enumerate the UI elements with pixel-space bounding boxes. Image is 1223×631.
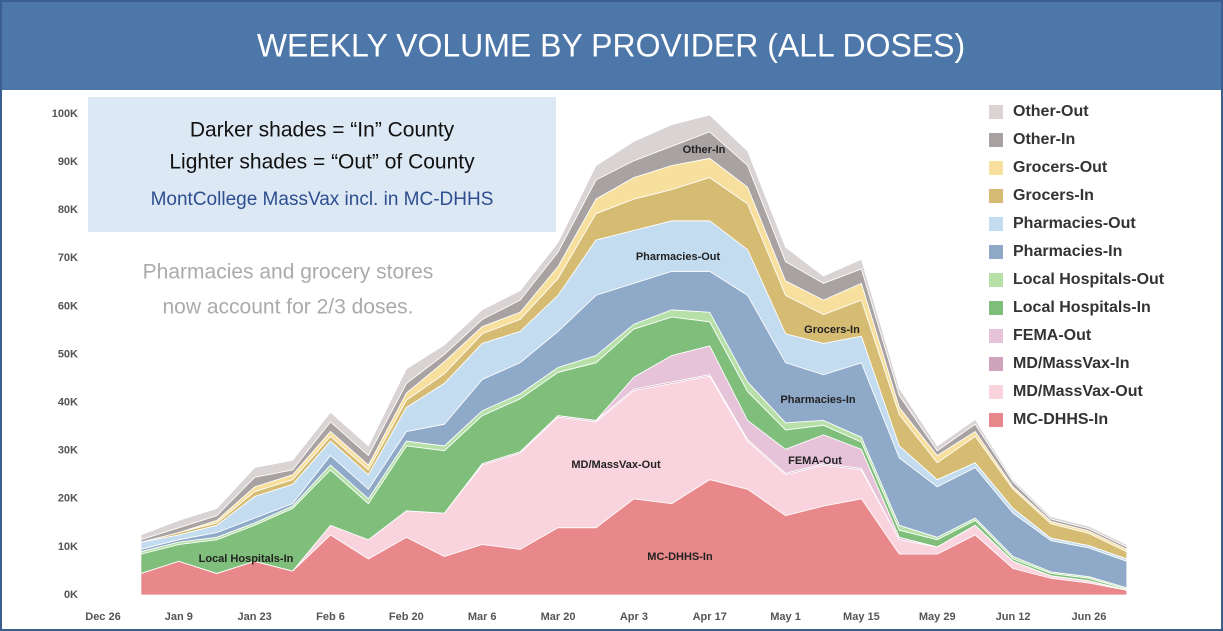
area-label: Pharmacies-In bbox=[780, 394, 855, 406]
legend-label: Grocers-In bbox=[1013, 187, 1094, 204]
legend-swatch bbox=[989, 161, 1003, 175]
x-tick-label: Feb 20 bbox=[389, 611, 424, 623]
y-tick-label: 0K bbox=[64, 589, 78, 601]
legend-swatch bbox=[989, 217, 1003, 231]
legend-label: Local Hospitals-In bbox=[1013, 299, 1151, 316]
legend-label: Other-In bbox=[1013, 131, 1075, 148]
x-tick-label: Apr 17 bbox=[693, 611, 727, 623]
y-tick-label: 10K bbox=[58, 541, 78, 553]
y-tick-label: 20K bbox=[58, 493, 78, 505]
header-band bbox=[2, 2, 1221, 90]
note-line: MontCollege MassVax incl. in MC-DHHS bbox=[151, 189, 494, 210]
x-tick-label: Apr 3 bbox=[620, 611, 648, 623]
y-tick-label: 90K bbox=[58, 156, 78, 168]
y-tick-label: 50K bbox=[58, 348, 78, 360]
area-label: MD/MassVax-Out bbox=[571, 459, 661, 471]
legend-label: MC-DHHS-In bbox=[1013, 411, 1108, 428]
y-tick-label: 40K bbox=[58, 397, 78, 409]
legend-swatch bbox=[989, 385, 1003, 399]
summary-note: Pharmacies and grocery stores bbox=[143, 261, 434, 284]
note-line: Darker shades = “In” County bbox=[190, 119, 455, 142]
legend-label: MD/MassVax-In bbox=[1013, 355, 1129, 372]
chart-title: WEEKLY VOLUME BY PROVIDER (ALL DOSES) bbox=[257, 27, 965, 63]
legend-swatch bbox=[989, 329, 1003, 343]
x-tick-label: May 1 bbox=[770, 611, 801, 623]
legend-label: MD/MassVax-Out bbox=[1013, 383, 1143, 400]
legend-label: FEMA-Out bbox=[1013, 327, 1092, 344]
x-tick-label: Mar 20 bbox=[541, 611, 576, 623]
note-line: Lighter shades = “Out” of County bbox=[169, 151, 475, 174]
x-tick-label: May 29 bbox=[919, 611, 956, 623]
x-tick-label: May 15 bbox=[843, 611, 880, 623]
y-tick-label: 30K bbox=[58, 445, 78, 457]
legend-label: Pharmacies-Out bbox=[1013, 215, 1136, 232]
area-label: Other-In bbox=[683, 144, 726, 156]
area-label: Pharmacies-Out bbox=[636, 251, 721, 263]
y-tick-label: 70K bbox=[58, 252, 78, 264]
y-tick-label: 100K bbox=[52, 108, 78, 120]
legend-swatch bbox=[989, 357, 1003, 371]
legend-label: Pharmacies-In bbox=[1013, 243, 1122, 260]
area-label: FEMA-Out bbox=[788, 455, 842, 467]
areas bbox=[140, 114, 1128, 596]
x-tick-label: Jun 26 bbox=[1071, 611, 1106, 623]
legend-swatch bbox=[989, 245, 1003, 259]
legend-swatch bbox=[989, 105, 1003, 119]
legend-swatch bbox=[989, 189, 1003, 203]
area-label: Local Hospitals-In bbox=[199, 553, 294, 565]
legend-swatch bbox=[989, 413, 1003, 427]
legend-swatch bbox=[989, 301, 1003, 315]
x-tick-label: Feb 6 bbox=[316, 611, 345, 623]
x-tick-label: Jan 9 bbox=[165, 611, 193, 623]
summary-note: now account for 2/3 doses. bbox=[163, 296, 414, 319]
legend-swatch bbox=[989, 133, 1003, 147]
x-tick-label: Jan 23 bbox=[238, 611, 272, 623]
area bbox=[140, 114, 1128, 548]
y-tick-label: 60K bbox=[58, 300, 78, 312]
note-box bbox=[88, 97, 556, 232]
y-tick-label: 80K bbox=[58, 204, 78, 216]
x-tick-label: Dec 26 bbox=[85, 611, 120, 623]
legend-label: Local Hospitals-Out bbox=[1013, 271, 1165, 288]
x-tick-label: Jun 12 bbox=[996, 611, 1031, 623]
x-tick-label: Mar 6 bbox=[468, 611, 497, 623]
legend-label: Grocers-Out bbox=[1013, 159, 1108, 176]
legend-swatch bbox=[989, 273, 1003, 287]
area-label: Grocers-In bbox=[804, 324, 860, 336]
legend-label: Other-Out bbox=[1013, 103, 1089, 120]
area-label: MC-DHHS-In bbox=[647, 551, 713, 563]
